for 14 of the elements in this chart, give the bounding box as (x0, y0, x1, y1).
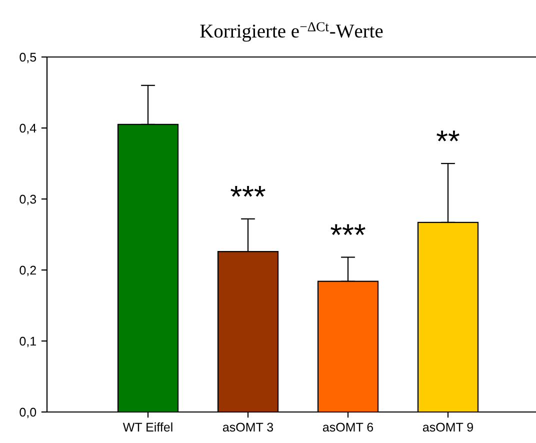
x-tick-label: asOMT 3 (222, 422, 274, 432)
x-tick-label: WT Eiffel (122, 422, 172, 432)
x-tick-label: asOMT 9 (422, 422, 473, 432)
annotation: *** (330, 224, 366, 236)
annotation: ** (436, 130, 460, 142)
y-tick-label: 0,3 (20, 194, 36, 206)
x-tick-label: asOMT 6 (322, 422, 374, 432)
y-tick-label: 0,5 (20, 52, 36, 64)
annotation: *** (230, 186, 266, 197)
chart-title: Korrigierte e$^{−ΔCt}$-Werte (200, 22, 383, 42)
y-tick-label: 0,1 (20, 336, 36, 348)
y-tick-label: 0,0 (20, 408, 36, 418)
y-tick-label: 0,4 (20, 124, 36, 134)
y-tick-label: 0,2 (20, 266, 36, 276)
